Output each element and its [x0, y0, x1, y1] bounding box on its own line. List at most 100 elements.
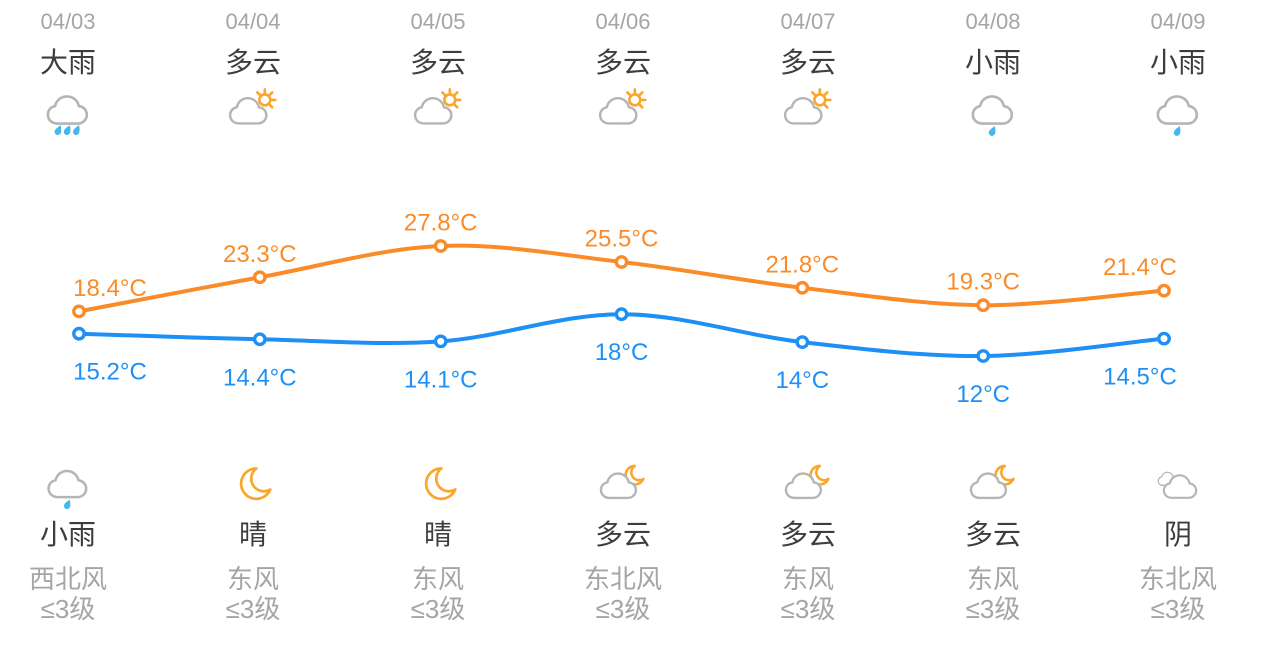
night-condition-label: 阴	[1163, 519, 1192, 550]
wind-level-label: ≤3级	[595, 594, 651, 624]
light-rain-icon	[0, 458, 161, 516]
night-column-0: 小雨西北风 ≤3级	[0, 454, 161, 624]
low-temp-point	[72, 326, 86, 341]
day-column-6: 04/09 小雨	[1086, 0, 1271, 142]
date-label: 04/07	[780, 9, 836, 34]
day-column-4: 04/07 多云	[716, 0, 901, 142]
high-temp-label: 25.5°C	[585, 226, 659, 253]
heavy-rain-icon	[0, 84, 161, 142]
wind-level-label: ≤3级	[1150, 594, 1206, 624]
partly-cloudy-night-icon	[531, 458, 716, 516]
day-condition-label: 小雨	[964, 47, 1021, 78]
wind-direction-label: 东风	[966, 564, 1019, 594]
overcast-icon	[1086, 458, 1271, 516]
partly-cloudy-night-icon	[901, 458, 1086, 516]
night-column-6: 阴东北风 ≤3级	[1086, 454, 1271, 624]
wind-level-label: ≤3级	[780, 594, 836, 624]
day-condition-label: 多云	[409, 47, 466, 78]
wind-direction-label: 西北风	[28, 564, 107, 594]
clear-night-icon	[346, 458, 531, 516]
wind-level-label: ≤3级	[965, 594, 1021, 624]
wind-label: 东北风 ≤3级	[531, 564, 716, 624]
wind-level-label: ≤3级	[40, 594, 96, 624]
wind-label: 东风 ≤3级	[901, 564, 1086, 624]
low-temp-label: 12°C	[956, 381, 1010, 408]
wind-direction-label: 东北风	[583, 564, 662, 594]
high-temp-label: 21.8°C	[765, 251, 839, 278]
partly-cloudy-day-icon	[346, 84, 531, 142]
light-rain-icon	[1086, 84, 1271, 142]
light-rain-icon	[901, 84, 1086, 142]
night-column-5: 多云东风 ≤3级	[901, 454, 1086, 624]
day-column-5: 04/08 小雨	[901, 0, 1086, 142]
low-temp-label: 15.2°C	[73, 359, 147, 386]
low-temp-label: 18°C	[595, 339, 649, 366]
low-temp-label: 14.4°C	[223, 364, 297, 391]
day-condition-label: 多云	[779, 47, 836, 78]
high-temp-point	[252, 270, 267, 285]
high-temp-point	[614, 255, 629, 269]
wind-label: 东风 ≤3级	[161, 564, 346, 624]
wind-label: 东风 ≤3级	[716, 564, 901, 624]
date-label: 04/06	[595, 9, 651, 34]
date-label: 04/04	[225, 9, 281, 34]
partly-cloudy-day-icon	[716, 84, 901, 142]
high-temp-label: 18.4°C	[73, 275, 147, 302]
clear-night-icon	[161, 458, 346, 516]
low-temp-point	[614, 307, 629, 322]
high-temp-label: 27.8°C	[404, 210, 478, 237]
day-condition-label: 多云	[594, 47, 651, 78]
high-temp-point	[433, 239, 448, 253]
wind-direction-label: 东风	[226, 564, 279, 594]
night-column-3: 多云东北风 ≤3级	[531, 454, 716, 624]
day-condition-label: 大雨	[39, 47, 96, 78]
date-label: 04/08	[965, 9, 1021, 34]
high-temp-point	[795, 280, 810, 295]
wind-level-label: ≤3级	[410, 594, 466, 624]
low-temp-label: 14°C	[775, 367, 829, 394]
wind-direction-label: 东风	[411, 564, 464, 594]
wind-label: 西北风 ≤3级	[0, 564, 161, 624]
high-temp-point	[72, 304, 86, 319]
night-condition-label: 晴	[423, 519, 452, 550]
partly-cloudy-night-icon	[716, 458, 901, 516]
day-condition-label: 小雨	[1149, 47, 1206, 78]
high-temp-point	[1157, 283, 1171, 298]
low-temp-point	[976, 349, 991, 363]
high-temp-label: 19.3°C	[946, 269, 1020, 296]
night-column-4: 多云东风 ≤3级	[716, 454, 901, 624]
night-column-2: 晴东风 ≤3级	[346, 454, 531, 624]
low-temp-label: 14.1°C	[404, 366, 478, 393]
date-label: 04/05	[410, 9, 466, 34]
night-condition-label: 多云	[964, 519, 1021, 550]
night-condition-label: 多云	[594, 519, 651, 550]
low-temp-point	[252, 332, 267, 347]
wind-direction-label: 东风	[781, 564, 834, 594]
partly-cloudy-day-icon	[531, 84, 716, 142]
night-condition-label: 小雨	[39, 519, 96, 550]
low-temp-point	[795, 335, 810, 349]
night-condition-label: 晴	[238, 519, 267, 550]
high-temp-point	[976, 298, 991, 313]
night-column-1: 晴东风 ≤3级	[161, 454, 346, 624]
low-temp-label: 14.5°C	[1103, 364, 1177, 391]
high-temp-label: 21.4°C	[1103, 254, 1177, 281]
wind-label: 东风 ≤3级	[346, 564, 531, 624]
wind-label: 东北风 ≤3级	[1086, 564, 1271, 624]
day-column-2: 04/05 多云	[346, 0, 531, 142]
day-condition-label: 多云	[224, 47, 281, 78]
night-condition-label: 多云	[779, 519, 836, 550]
low-temp-point	[1157, 331, 1171, 346]
date-label: 04/03	[40, 9, 96, 34]
day-column-3: 04/06 多云	[531, 0, 716, 142]
partly-cloudy-day-icon	[161, 84, 346, 142]
day-column-1: 04/04 多云	[161, 0, 346, 142]
day-column-0: 04/03 大雨	[0, 0, 161, 142]
high-temp-label: 23.3°C	[223, 241, 297, 268]
date-label: 04/09	[1150, 9, 1206, 34]
low-temp-line	[77, 312, 1166, 359]
wind-direction-label: 东北风	[1138, 564, 1217, 594]
low-temp-point	[433, 334, 448, 349]
high-temp-line	[77, 243, 1166, 314]
